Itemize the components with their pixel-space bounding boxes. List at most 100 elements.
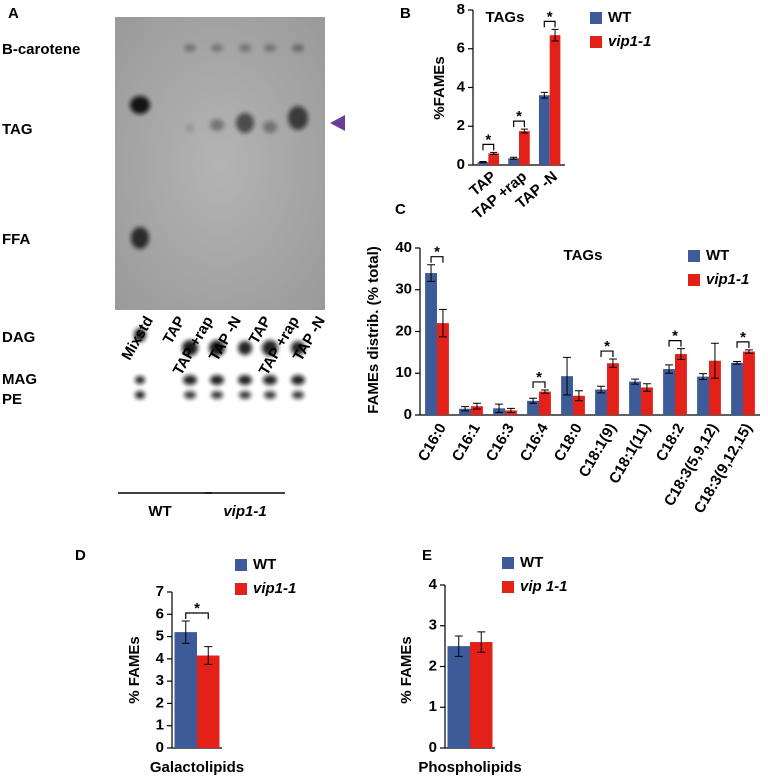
error-bar	[631, 378, 640, 385]
y-axis-label: FAMEs distrib. (% total)	[365, 246, 382, 414]
group-label: WT	[148, 503, 171, 520]
significance-bracket	[543, 20, 556, 28]
bar	[425, 273, 437, 415]
error-bar	[510, 156, 518, 160]
y-tick-label: 4	[429, 576, 438, 593]
y-tick-label: 4	[156, 650, 165, 667]
tlc-spot	[263, 375, 277, 385]
tlc-spot	[292, 44, 304, 52]
bar	[527, 400, 539, 415]
significance-bracket	[185, 612, 209, 619]
y-tick-label: 2	[156, 694, 164, 711]
bar	[488, 153, 500, 165]
tlc-spot	[291, 375, 305, 385]
tlc-spot	[292, 391, 304, 399]
bar	[197, 655, 220, 748]
tlc-spot	[262, 340, 278, 356]
legend-label: vip 1-1	[520, 578, 568, 595]
arrow-marker	[330, 115, 345, 131]
spot-label: DAG	[2, 329, 35, 346]
y-tick-label: 0	[457, 156, 465, 173]
spot-label: FFA	[2, 231, 30, 248]
tlc-spot	[239, 44, 251, 52]
tlc-spot	[209, 340, 225, 356]
bar	[641, 387, 653, 415]
error-bar	[551, 28, 559, 42]
tlc-spot	[238, 375, 252, 385]
y-tick-label: 20	[395, 322, 412, 339]
error-bar	[642, 383, 651, 392]
bar	[697, 376, 709, 415]
bar	[709, 360, 721, 415]
tlc-spot	[186, 124, 194, 132]
bar	[607, 363, 619, 415]
bar	[477, 162, 489, 165]
tlc-spot	[210, 375, 224, 385]
tlc-spot	[183, 375, 197, 385]
legend-label: vip1-1	[608, 33, 651, 50]
lane-label: Mixstd	[118, 313, 156, 363]
legend-swatch	[502, 557, 514, 569]
bar	[629, 381, 641, 415]
y-tick-label: 5	[156, 628, 164, 645]
error-bar	[699, 373, 708, 381]
chart-title: TAGs	[564, 247, 603, 264]
panel-letter: E	[422, 547, 432, 564]
error-bar	[520, 128, 528, 134]
legend-swatch	[590, 36, 602, 48]
error-bar	[454, 635, 463, 657]
x-tick-label: Phospholipids	[418, 759, 521, 776]
y-tick-label: 30	[395, 281, 412, 298]
y-tick-label: 4	[457, 78, 466, 95]
significance-bracket	[600, 350, 614, 358]
spot-label: B-carotene	[2, 41, 80, 58]
legend-swatch	[590, 12, 602, 24]
bar	[508, 158, 519, 165]
legend-label: vip1-1	[253, 580, 296, 597]
x-tick-label: Galactolipids	[150, 759, 244, 776]
legend-swatch	[688, 274, 700, 286]
significance-star: *	[536, 369, 542, 386]
error-bar	[676, 348, 685, 360]
y-axis-label: %FAMEs	[431, 56, 448, 119]
bar	[573, 395, 585, 415]
legend-swatch	[235, 559, 247, 571]
y-tick-label: 2	[457, 117, 465, 134]
tlc-spot	[135, 376, 145, 384]
tlc-spot	[210, 119, 224, 131]
y-tick-label: 6	[156, 605, 164, 622]
significance-star: *	[604, 338, 610, 355]
error-bar	[733, 361, 742, 365]
tlc-spot	[264, 44, 276, 52]
significance-star: *	[516, 108, 522, 125]
spot-label: MAG	[2, 371, 37, 388]
error-bar	[597, 385, 606, 394]
tlc-spot	[211, 391, 223, 399]
error-bar	[181, 620, 190, 644]
x-tick-label: C18:2	[653, 420, 688, 464]
y-tick-label: 1	[429, 698, 437, 715]
significance-bracket	[532, 381, 546, 388]
x-tick-label: C16:3	[483, 420, 518, 464]
y-tick-label: 0	[429, 739, 437, 756]
error-bar	[438, 308, 447, 338]
error-bar	[506, 407, 515, 413]
legend-swatch	[688, 250, 700, 262]
error-bar	[479, 161, 487, 164]
error-bar	[710, 342, 719, 379]
legend-swatch	[235, 583, 247, 595]
bar	[174, 632, 197, 748]
tlc-spot	[184, 44, 196, 52]
y-tick-label: 6	[457, 40, 465, 57]
tlc-spot	[236, 113, 254, 133]
error-bar	[563, 356, 572, 396]
group-label: vip1-1	[223, 503, 266, 520]
bar	[519, 131, 530, 165]
error-bar	[665, 364, 674, 374]
tlc-spot	[263, 121, 277, 133]
legend-label: WT	[253, 556, 276, 573]
tlc-plate	[115, 17, 325, 310]
y-tick-label: 3	[156, 672, 164, 689]
significance-star: *	[740, 329, 746, 346]
bar	[539, 391, 551, 415]
